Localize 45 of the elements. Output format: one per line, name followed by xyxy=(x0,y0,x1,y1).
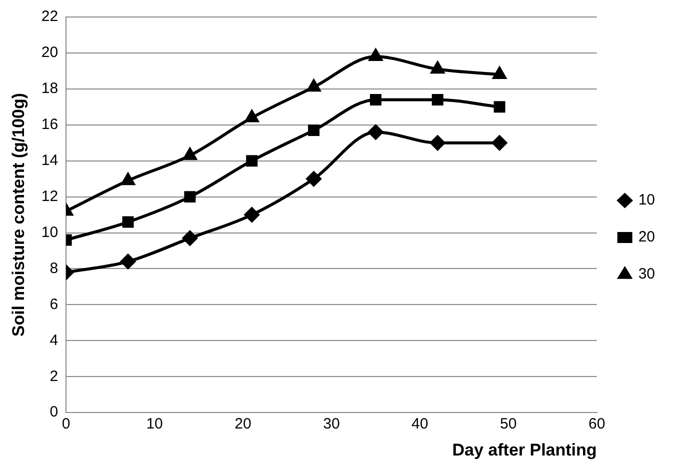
point xyxy=(307,80,320,92)
x-tick-label: 60 xyxy=(588,416,606,433)
point xyxy=(244,207,260,222)
point xyxy=(368,124,384,140)
x-tick-label: 50 xyxy=(500,416,517,433)
legend-label: 30 xyxy=(638,266,656,283)
point xyxy=(306,171,322,186)
point xyxy=(245,110,259,122)
y-tick-label: 18 xyxy=(41,80,58,98)
point xyxy=(494,101,506,113)
point xyxy=(122,216,134,228)
point xyxy=(430,62,444,74)
x-tick-label: 10 xyxy=(146,416,163,433)
point xyxy=(121,173,135,186)
point xyxy=(430,135,446,150)
point xyxy=(370,94,382,106)
point xyxy=(182,230,198,246)
point xyxy=(120,254,136,270)
y-tick-label: 10 xyxy=(41,224,58,241)
y-tick-label: 16 xyxy=(41,116,58,134)
point xyxy=(183,148,197,160)
y-tick-label: 0 xyxy=(50,404,58,421)
legend-label: 20 xyxy=(638,228,656,246)
x-tick-label: 30 xyxy=(323,416,340,433)
y-tick-label: 12 xyxy=(41,188,58,205)
y-tick-label: 22 xyxy=(41,8,58,26)
y-tick-label: 4 xyxy=(50,332,58,349)
x-tick-label: 40 xyxy=(412,416,428,433)
y-axis-title: Soil moisture content (g/100g) xyxy=(8,92,28,337)
point xyxy=(368,49,382,62)
x-tick-label: 0 xyxy=(62,416,70,433)
y-tick-label: 14 xyxy=(41,152,58,169)
x-tick-label: 20 xyxy=(234,416,252,433)
y-tick-label: 20 xyxy=(41,44,58,62)
y-tick-label: 8 xyxy=(50,260,58,277)
point xyxy=(184,191,196,203)
y-tick-label: 6 xyxy=(50,296,58,313)
point xyxy=(432,94,444,106)
x-axis-title: Day after Planting xyxy=(452,440,597,460)
y-tick-label: 2 xyxy=(50,368,58,385)
point xyxy=(308,124,320,136)
point xyxy=(246,155,258,167)
legend-label: 10 xyxy=(638,192,656,209)
point xyxy=(492,135,508,150)
point xyxy=(492,67,506,80)
